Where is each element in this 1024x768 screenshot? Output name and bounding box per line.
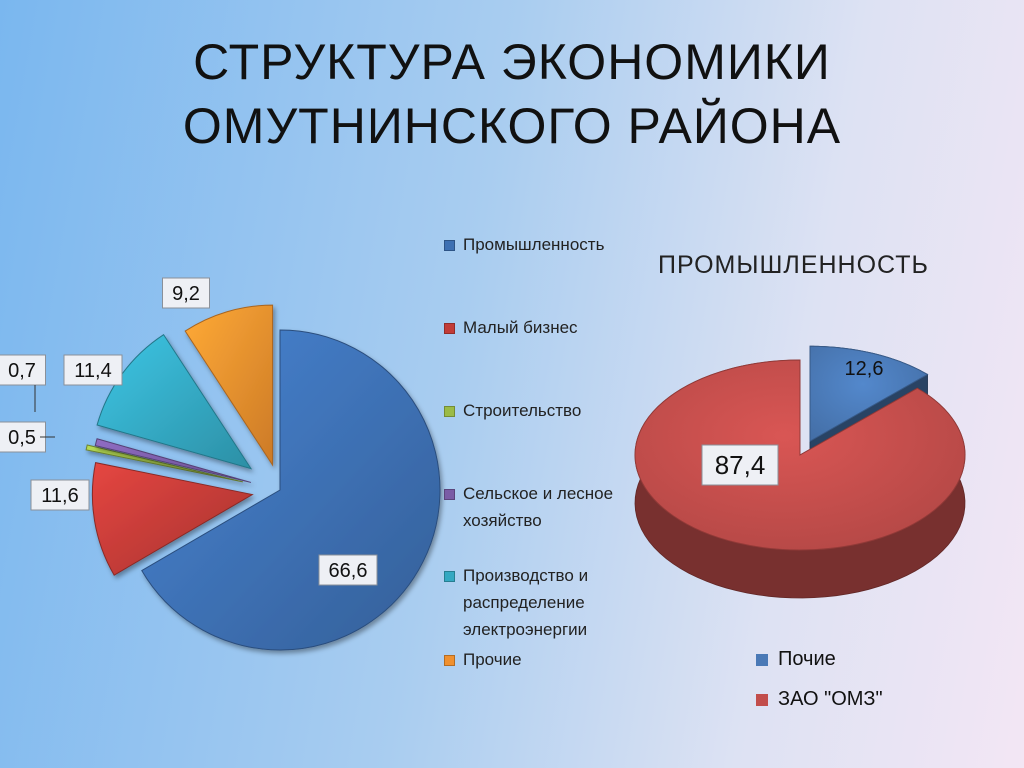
legend-label: ЗАО "ОМЗ" [778,688,883,710]
legend-swatch [444,240,455,251]
data-label-text: 11,4 [74,360,111,382]
pie-slice-зао-омз [634,359,966,551]
legend-item-other-industry: Почие [756,648,836,671]
data-label-малый-бизнес: 11,6 [30,479,90,511]
data-label-строительство: 0,5 [0,421,46,453]
data-label-зао-омз: 87,4 [701,444,779,486]
legend-item-agriculture: Сельское и лесное хозяйство [444,484,638,534]
legend-swatch [444,323,455,334]
industry-chart-title: ПРОМЫШЛЕННОСТЬ [658,251,929,279]
legend-item-omz: ЗАО "ОМЗ" [756,688,883,711]
legend-swatch [756,653,768,666]
legend-label: Промышленность [463,235,605,254]
pie-slice-прочие [184,304,274,467]
legend-swatch [444,571,455,582]
industry-pie-chart: 12,6 87,4 [634,345,966,599]
legend-label: Прочие [463,650,522,669]
legend-label: Строительство [463,401,582,420]
legend-swatch [444,489,455,500]
title-line-1: СТРУКТУРА ЭКОНОМИКИ [193,34,831,90]
data-label-text: 66,6 [329,560,368,582]
data-label-text: 11,6 [41,485,78,507]
data-label-промышленность: 66,6 [318,554,378,586]
legend-swatch [444,406,455,417]
data-label-почие: 12,6 [845,358,884,380]
legend-swatch [444,655,455,666]
pie-slice-строительство [85,444,244,483]
pie-slice-малый-бизнес [91,462,254,576]
legend-label: Малый бизнес [463,318,578,337]
legend-item-construction: Строительство [444,401,638,424]
title-line-2: ОМУТНИНСКОГО РАЙОНА [182,98,842,154]
legend-item-small-business: Малый бизнес [444,318,638,341]
data-label-text: 12,6 [845,358,884,380]
data-label-text: 87,4 [715,450,766,480]
legend-item-industry: Промышленность [444,235,638,258]
economy-pie-chart: 66,6 11,6 0,5 0,7 11,4 9,2 [0,277,441,651]
legend-item-electricity: Производство и распределение электроэнер… [444,566,638,643]
data-label-производство-и-распределение-электроэнергии: 11,4 [63,354,123,386]
data-label-text: 0,5 [8,427,36,449]
data-label-сельское-и-лесное-хозяйство: 0,7 [0,354,46,386]
slide-title: СТРУКТУРА ЭКОНОМИКИ ОМУТНИНСКОГО РАЙОНА [0,30,1024,158]
legend-label: Производство и распределение электроэнер… [463,566,589,639]
pie-slice-почие [809,345,929,443]
pie-slice-сельское-и-лесное-хозяйство [94,438,252,483]
data-label-text: 0,7 [8,360,36,382]
legend-item-other: Прочие [444,650,638,673]
data-label-прочие: 9,2 [162,277,210,309]
legend-label: Сельское и лесное хозяйство [463,484,614,530]
data-label-text: 9,2 [172,283,200,305]
legend-label: Почие [778,648,836,670]
legend-swatch [756,693,768,706]
